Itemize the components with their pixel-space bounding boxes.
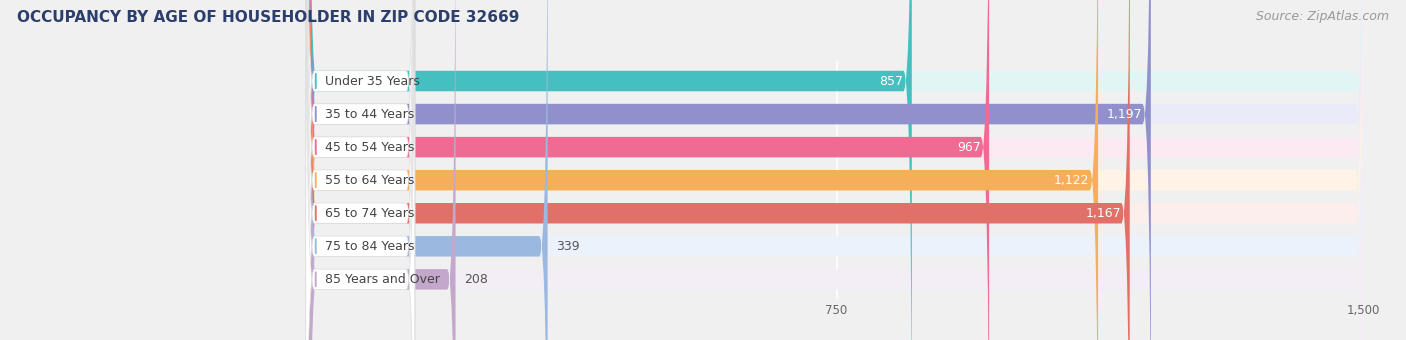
FancyBboxPatch shape xyxy=(309,0,1364,340)
Text: 857: 857 xyxy=(879,74,904,87)
FancyBboxPatch shape xyxy=(307,0,415,340)
Text: OCCUPANCY BY AGE OF HOUSEHOLDER IN ZIP CODE 32669: OCCUPANCY BY AGE OF HOUSEHOLDER IN ZIP C… xyxy=(17,10,519,25)
FancyBboxPatch shape xyxy=(309,0,911,340)
Text: 65 to 74 Years: 65 to 74 Years xyxy=(325,207,415,220)
Text: Source: ZipAtlas.com: Source: ZipAtlas.com xyxy=(1256,10,1389,23)
Text: 35 to 44 Years: 35 to 44 Years xyxy=(325,107,415,121)
FancyBboxPatch shape xyxy=(309,0,1364,340)
Text: 45 to 54 Years: 45 to 54 Years xyxy=(325,141,415,154)
FancyBboxPatch shape xyxy=(307,0,415,340)
Text: Under 35 Years: Under 35 Years xyxy=(325,74,420,87)
Text: 1,122: 1,122 xyxy=(1054,174,1090,187)
Text: 1,167: 1,167 xyxy=(1085,207,1122,220)
FancyBboxPatch shape xyxy=(309,0,1364,340)
FancyBboxPatch shape xyxy=(309,0,1152,340)
FancyBboxPatch shape xyxy=(309,0,1364,340)
FancyBboxPatch shape xyxy=(309,0,1364,340)
FancyBboxPatch shape xyxy=(309,0,1098,340)
FancyBboxPatch shape xyxy=(309,0,1364,340)
FancyBboxPatch shape xyxy=(309,0,548,340)
FancyBboxPatch shape xyxy=(307,0,415,340)
FancyBboxPatch shape xyxy=(309,0,1130,340)
Text: 75 to 84 Years: 75 to 84 Years xyxy=(325,240,415,253)
FancyBboxPatch shape xyxy=(307,0,415,340)
Text: 208: 208 xyxy=(464,273,488,286)
FancyBboxPatch shape xyxy=(307,0,415,340)
FancyBboxPatch shape xyxy=(309,0,1364,340)
Text: 85 Years and Over: 85 Years and Over xyxy=(325,273,440,286)
FancyBboxPatch shape xyxy=(309,0,990,340)
Text: 55 to 64 Years: 55 to 64 Years xyxy=(325,174,415,187)
FancyBboxPatch shape xyxy=(307,0,415,340)
FancyBboxPatch shape xyxy=(307,0,415,340)
Text: 967: 967 xyxy=(957,141,981,154)
Text: 1,197: 1,197 xyxy=(1107,107,1142,121)
FancyBboxPatch shape xyxy=(309,0,456,340)
Text: 339: 339 xyxy=(557,240,579,253)
